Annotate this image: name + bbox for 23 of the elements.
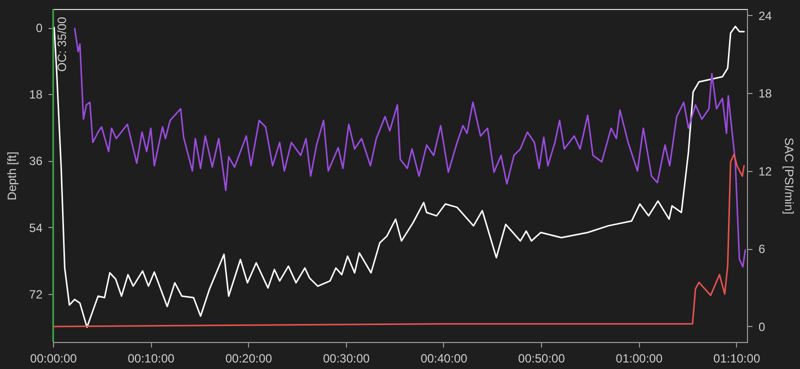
y-axis-title: Depth [ft] bbox=[5, 152, 20, 200]
y2-tick-label: 24 bbox=[758, 8, 772, 23]
y-tick-label: 18 bbox=[29, 88, 43, 102]
line-series bbox=[53, 153, 745, 328]
y2-tick-label: 0 bbox=[758, 320, 766, 334]
x-tick-label: 00:00:00 bbox=[30, 352, 78, 366]
y2-tick-label: 6 bbox=[758, 242, 766, 256]
y-tick-label: 54 bbox=[29, 220, 43, 235]
y2-tick-label: 18 bbox=[758, 86, 772, 101]
y-tick-label: 0 bbox=[36, 21, 43, 35]
x-tick-label: 00:30:00 bbox=[322, 352, 370, 366]
x-tick-label: 00:40:00 bbox=[420, 352, 468, 366]
x-tick-label: 01:10:00 bbox=[713, 352, 760, 366]
line-series bbox=[74, 28, 746, 268]
x-tick-label: 00:10:00 bbox=[128, 352, 175, 366]
x-tick-label: 01:00:00 bbox=[616, 352, 663, 366]
y2-tick-label: 12 bbox=[758, 164, 772, 178]
y-tick-label: 72 bbox=[29, 287, 43, 302]
y2-axis-title: SAC [PSI/min] bbox=[782, 138, 796, 214]
x-tick-label: 00:20:00 bbox=[225, 352, 272, 366]
y-tick-label: 36 bbox=[29, 154, 43, 168]
x-tick-label: 00:50:00 bbox=[518, 352, 566, 366]
ref-line-label: OC: 35/00 bbox=[55, 16, 69, 72]
